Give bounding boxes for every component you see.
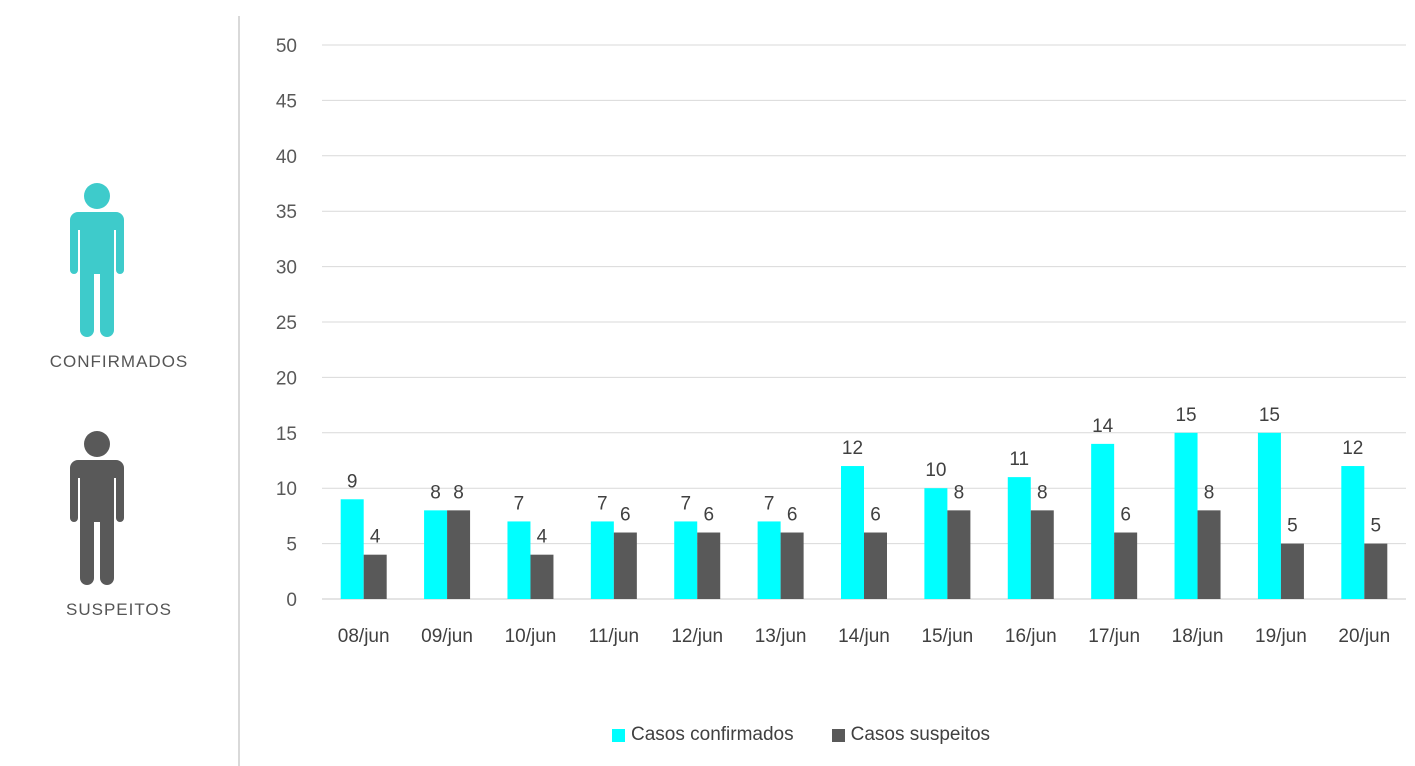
chart-legend: Casos confirmados Casos suspeitos — [612, 724, 990, 746]
x-tick-label: 17/jun — [1088, 626, 1140, 647]
side-panel: CONFIRMADOS SUSPEITOS — [0, 0, 238, 766]
bar-confirmados — [1257, 432, 1281, 599]
y-tick-label: 0 — [286, 590, 297, 611]
bar-suspeitos — [947, 510, 971, 599]
bar-confirmados — [1341, 466, 1365, 599]
data-label: 15 — [1259, 405, 1280, 426]
data-label: 4 — [537, 527, 548, 548]
bar-suspeitos — [1030, 510, 1054, 599]
y-tick-label: 35 — [276, 202, 297, 223]
y-tick-label: 5 — [286, 535, 297, 556]
bar-suspeitos — [613, 532, 637, 599]
bar-confirmados — [757, 521, 781, 599]
x-tick-label: 11/jun — [589, 626, 639, 647]
data-label: 6 — [620, 505, 631, 526]
bar-confirmados — [507, 521, 531, 599]
bar-suspeitos — [530, 554, 554, 599]
data-label: 8 — [1204, 482, 1215, 503]
bar-suspeitos — [363, 554, 387, 599]
y-tick-label: 15 — [276, 424, 297, 445]
data-label: 7 — [597, 493, 608, 514]
bar-suspeitos — [1280, 543, 1304, 599]
y-tick-label: 40 — [276, 147, 297, 168]
legend-item-suspeitos: Casos suspeitos — [831, 724, 991, 746]
x-tick-label: 14/jun — [838, 626, 890, 647]
data-label: 10 — [925, 460, 946, 481]
x-tick-label: 18/jun — [1172, 626, 1224, 647]
bar-confirmados — [424, 510, 448, 599]
y-tick-label: 45 — [276, 91, 297, 112]
x-tick-label: 08/jun — [338, 626, 390, 647]
x-tick-label: 20/jun — [1338, 626, 1390, 647]
person-confirmados-icon — [70, 183, 124, 337]
x-tick-label: 09/jun — [421, 626, 473, 647]
data-label: 6 — [787, 505, 798, 526]
legend-item-confirmados: Casos confirmados — [612, 724, 794, 746]
data-label: 5 — [1287, 516, 1298, 537]
data-label: 9 — [347, 471, 358, 492]
data-label: 6 — [703, 505, 714, 526]
bar-suspeitos — [1114, 532, 1138, 599]
bar-suspeitos — [697, 532, 721, 599]
bar-suspeitos — [780, 532, 804, 599]
legend-swatch-suspeitos — [831, 728, 845, 742]
data-label: 8 — [954, 482, 965, 503]
data-label: 12 — [842, 438, 863, 459]
data-label: 5 — [1371, 516, 1382, 537]
data-label: 7 — [764, 493, 775, 514]
x-tick-label: 12/jun — [671, 626, 723, 647]
bar-confirmados — [674, 521, 698, 599]
data-label: 11 — [1009, 449, 1029, 470]
bar-confirmados — [1091, 443, 1115, 599]
confirmados-label: CONFIRMADOS — [49, 352, 189, 371]
data-label: 7 — [680, 493, 691, 514]
data-label: 8 — [453, 482, 464, 503]
panel-divider — [238, 16, 240, 766]
data-label: 8 — [1037, 482, 1048, 503]
data-label: 4 — [370, 527, 381, 548]
bar-confirmados — [340, 499, 364, 599]
x-tick-label: 10/jun — [505, 626, 557, 647]
bar-suspeitos — [1364, 543, 1388, 599]
y-tick-label: 25 — [276, 313, 297, 334]
data-label: 7 — [514, 493, 525, 514]
bar-confirmados — [1007, 477, 1031, 599]
person-suspeitos-icon — [70, 431, 124, 585]
y-tick-label: 50 — [276, 36, 297, 57]
data-label: 6 — [870, 505, 881, 526]
x-tick-label: 16/jun — [1005, 626, 1057, 647]
data-label: 15 — [1175, 405, 1196, 426]
bar-suspeitos — [447, 510, 471, 599]
bar-confirmados — [924, 488, 948, 599]
x-tick-label: 13/jun — [755, 626, 807, 647]
y-tick-label: 30 — [276, 258, 297, 279]
bar-suspeitos — [1197, 510, 1221, 599]
data-label: 12 — [1342, 438, 1363, 459]
legend-label-suspeitos: Casos suspeitos — [850, 724, 991, 745]
bar-confirmados — [590, 521, 614, 599]
bar-suspeitos — [864, 532, 887, 599]
data-label: 14 — [1092, 416, 1114, 437]
suspeitos-label: SUSPEITOS — [66, 600, 172, 619]
legend-label-confirmados: Casos confirmados — [631, 724, 794, 745]
x-tick-label: 15/jun — [921, 626, 973, 647]
x-tick-label: 19/jun — [1255, 626, 1307, 647]
bar-confirmados — [841, 466, 864, 599]
data-label: 6 — [1120, 505, 1131, 526]
y-tick-label: 20 — [276, 368, 297, 389]
bar-confirmados — [1174, 432, 1198, 599]
y-tick-label: 10 — [276, 479, 297, 500]
legend-swatch-confirmados — [612, 728, 625, 742]
data-label: 8 — [430, 482, 441, 503]
